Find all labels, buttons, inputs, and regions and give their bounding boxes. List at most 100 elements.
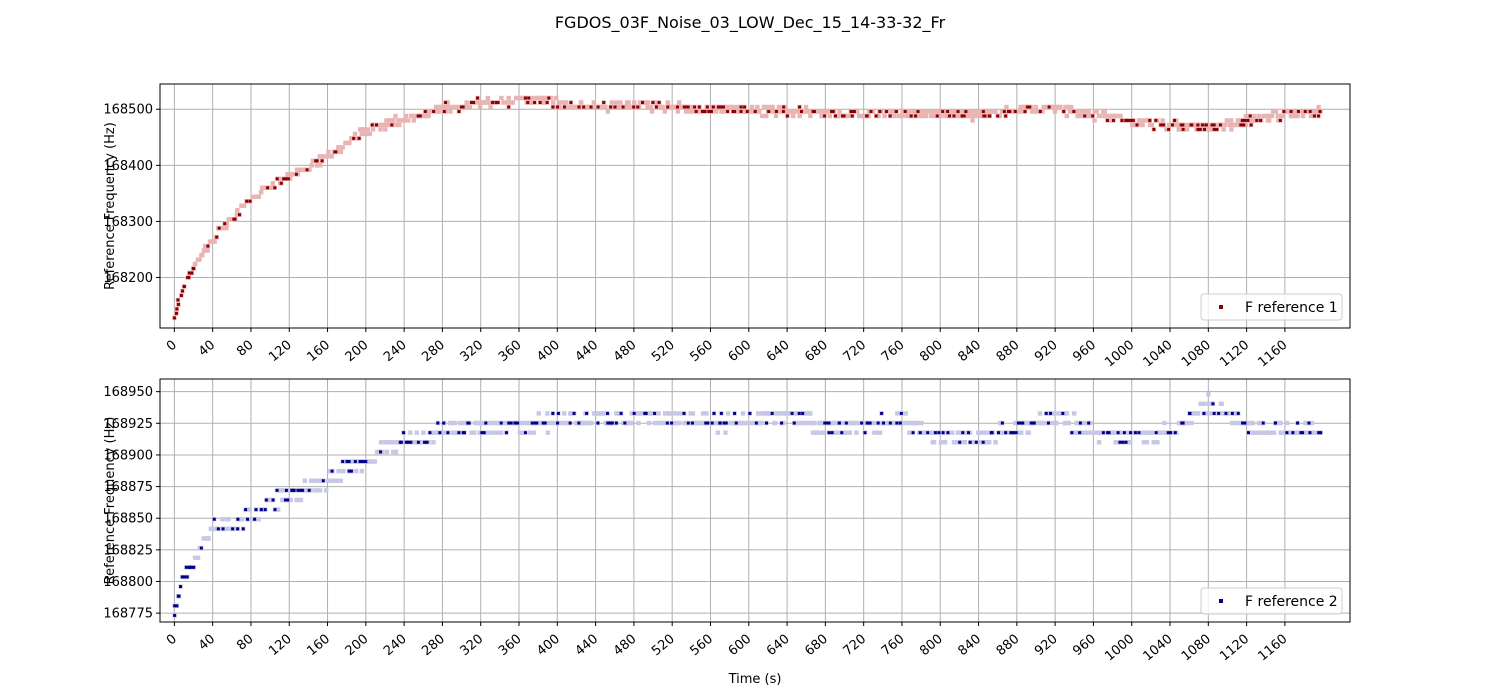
data-point [785,114,789,118]
top-plot-legend-marker [1219,305,1223,309]
bottom-plot-legend-marker [1219,599,1223,603]
data-point-halo [430,430,435,435]
data-point [693,105,697,109]
data-point-halo [477,104,483,110]
data-point-halo [1144,118,1150,123]
data-point-halo [932,109,937,114]
data-point-halo [1085,113,1091,119]
data-point-halo [824,109,830,114]
data-point-halo [247,507,252,512]
data-point-halo [715,430,721,435]
data-point-halo [324,154,329,159]
data-point-halo [1201,401,1207,407]
data-point-halo [384,118,389,123]
data-point [1307,421,1311,425]
data-point-halo [997,430,1003,435]
data-point-halo [900,420,905,426]
data-point [690,421,694,425]
data-point-halo [797,113,802,119]
data-point-halo [882,113,887,119]
data-point [1243,118,1247,122]
data-point [509,421,513,425]
data-point [271,498,275,502]
data-point-halo [997,420,1003,426]
data-point-halo [660,104,665,110]
data-point [349,469,353,473]
data-point-halo [192,555,198,560]
data-point [1212,123,1216,127]
data-point [577,105,581,109]
data-point-halo [495,430,501,435]
data-point [1291,431,1295,435]
data-point [1196,127,1200,131]
data-point [937,431,941,435]
data-point [1248,114,1252,118]
data-point-halo [352,131,358,137]
data-point-halo [1102,113,1108,119]
data-point [724,421,728,425]
data-point [551,105,555,109]
data-point-halo [803,420,808,426]
data-point [364,460,368,464]
data-point-halo [970,109,975,114]
data-point [1285,431,1289,435]
data-point-halo [393,449,399,455]
data-point-halo [1096,440,1102,445]
data-point [179,585,183,589]
data-point [709,109,713,113]
data-point-halo [1174,122,1180,128]
data-point [370,123,374,127]
data-point [1259,118,1263,122]
data-point [1124,440,1128,444]
data-point [507,421,511,425]
x-tick-label: 200 [343,632,372,659]
data-point [432,109,436,113]
data-point [722,421,726,425]
data-point-halo [1107,118,1112,123]
bottom-plot-grid [160,379,1350,622]
data-point-halo [226,517,231,522]
data-point-halo [629,420,634,426]
data-point [1196,123,1200,127]
data-point [632,105,636,109]
data-point-halo [1250,118,1255,123]
data-point-halo [869,420,875,426]
data-point-halo [205,536,210,541]
data-point [1242,123,1246,127]
data-point-halo [928,113,934,119]
data-point [1299,431,1303,435]
data-point [362,460,366,464]
data-point [703,109,707,113]
data-point-halo [538,420,543,426]
data-point-halo [667,411,672,416]
data-point-halo [967,430,973,435]
data-point [798,105,802,109]
data-point [176,298,180,302]
data-point [1173,118,1177,122]
data-point-halo [1184,127,1190,132]
data-point-halo [783,109,788,114]
data-point-halo [258,190,264,195]
data-point-halo [335,478,341,483]
data-point-halo [338,149,344,155]
data-point [1023,109,1027,113]
data-point-halo [1222,122,1228,128]
x-tick-label: 800 [917,338,946,365]
data-point [916,109,920,113]
data-point-halo [530,95,535,101]
x-tick-label: 480 [611,338,640,365]
data-point [183,575,187,579]
data-point-halo [477,420,482,426]
data-point-halo [1160,118,1165,123]
data-point [812,109,816,113]
data-point-halo [1075,420,1080,426]
data-point [231,527,235,531]
data-point [577,421,581,425]
data-point-halo [1204,411,1209,416]
data-point-halo [1069,104,1074,110]
data-point-halo [922,109,928,114]
data-point-halo [528,100,533,105]
data-point-halo [1035,109,1040,114]
x-tick-label: 480 [611,632,640,659]
data-point-halo [904,113,910,119]
